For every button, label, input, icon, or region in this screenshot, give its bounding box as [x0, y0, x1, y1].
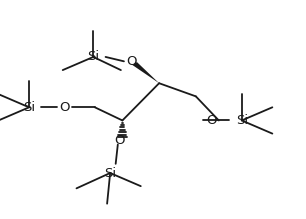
Text: O: O — [59, 101, 69, 114]
Text: Si: Si — [236, 114, 248, 127]
Polygon shape — [132, 62, 159, 83]
Text: Si: Si — [23, 101, 35, 114]
Text: O: O — [206, 114, 216, 127]
Text: O: O — [126, 55, 137, 68]
Text: Si: Si — [104, 166, 116, 180]
Text: Si: Si — [87, 50, 99, 64]
Text: O: O — [114, 134, 125, 147]
